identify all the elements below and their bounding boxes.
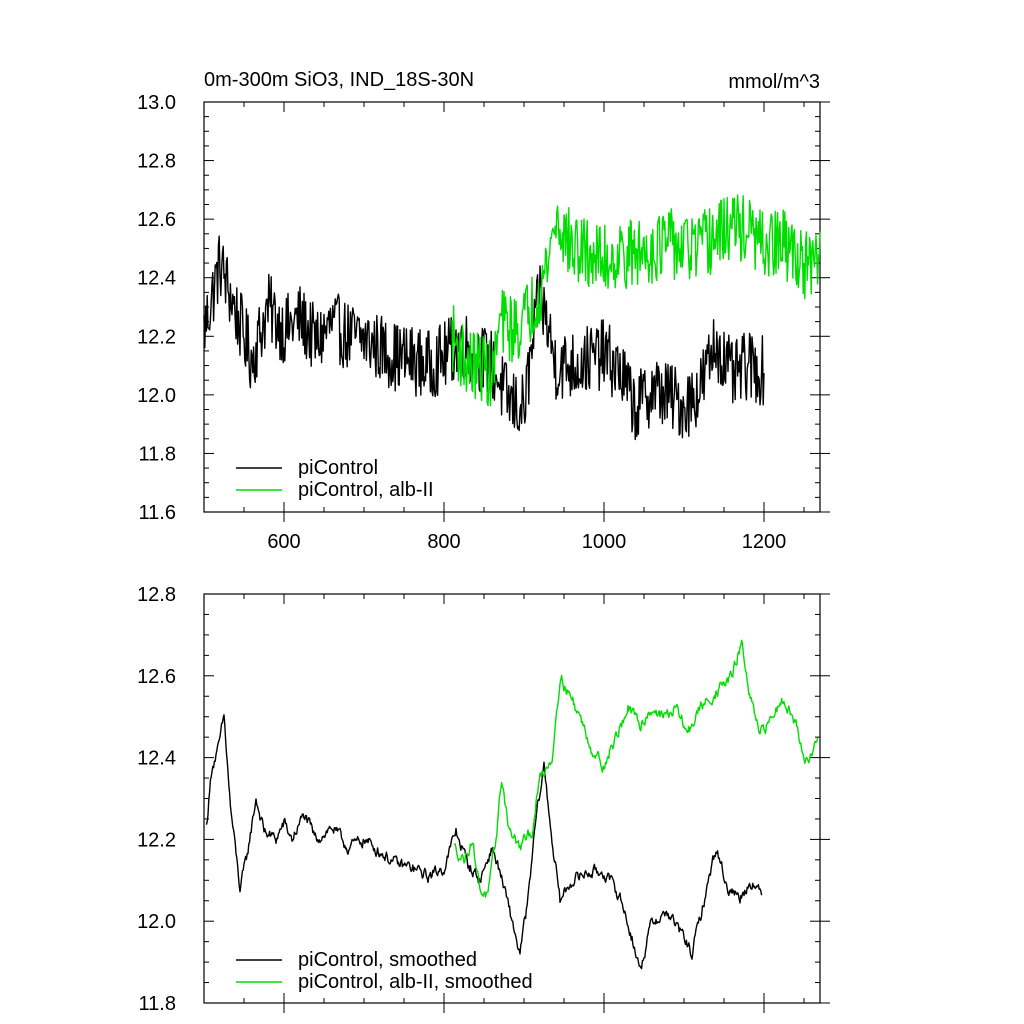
top-units-label: mmol/m^3 xyxy=(728,71,820,93)
top-plot: 0m-300m SiO3, IND_18S-30N mmol/m^3 600 80… xyxy=(137,69,830,553)
y-tick-label: 12.8 xyxy=(137,584,176,606)
top-title: 0m-300m SiO3, IND_18S-30N xyxy=(204,69,474,91)
legend-label: piControl, alb-II xyxy=(298,479,434,501)
legend-label: piControl xyxy=(298,457,378,479)
series-line-picontrol xyxy=(205,714,763,970)
y-tick-label: 13.0 xyxy=(137,92,176,114)
x-tick-label: 1200 xyxy=(742,531,787,553)
series-line-picontrol xyxy=(203,235,765,441)
legend-label: piControl, alb-II, smoothed xyxy=(298,971,533,993)
series-line-picontrol-alb-ii xyxy=(453,639,819,898)
y-tick-label: 12.6 xyxy=(137,666,176,688)
plot-frame xyxy=(203,593,821,1004)
legend-label: piControl, smoothed xyxy=(298,949,477,971)
y-tick-label: 12.2 xyxy=(137,829,176,851)
y-tick-label: 12.4 xyxy=(137,268,176,290)
y-tick-label: 11.6 xyxy=(139,502,176,524)
x-tick-label: 800 xyxy=(427,531,460,553)
x-tick-label: 600 xyxy=(267,531,300,553)
y-tick-label: 12.2 xyxy=(137,326,176,348)
series-line-picontrol-alb-ii xyxy=(451,194,821,407)
y-tick-label: 11.8 xyxy=(139,443,176,465)
bottom-plot-area: 11.8 12.0 12.2 12.4 12.6 12.8 piControl, smoot… xyxy=(137,584,830,1015)
y-tick-label: 12.0 xyxy=(137,911,176,933)
top-plot-area: 600 800 1000 1200 11.6 11.8 12.0 12.2 12.4 12.6 12… xyxy=(137,92,830,553)
x-tick-label: 1000 xyxy=(582,531,627,553)
y-tick-label: 12.8 xyxy=(137,151,176,173)
y-tick-label: 12.6 xyxy=(137,209,176,231)
y-tick-label: 12.0 xyxy=(137,385,176,407)
bottom-plot: 11.8 12.0 12.2 12.4 12.6 12.8 piControl, smoot… xyxy=(137,584,830,1015)
y-tick-label: 12.4 xyxy=(137,748,176,770)
y-tick-label: 11.8 xyxy=(139,993,176,1015)
plot-frame xyxy=(203,101,821,513)
